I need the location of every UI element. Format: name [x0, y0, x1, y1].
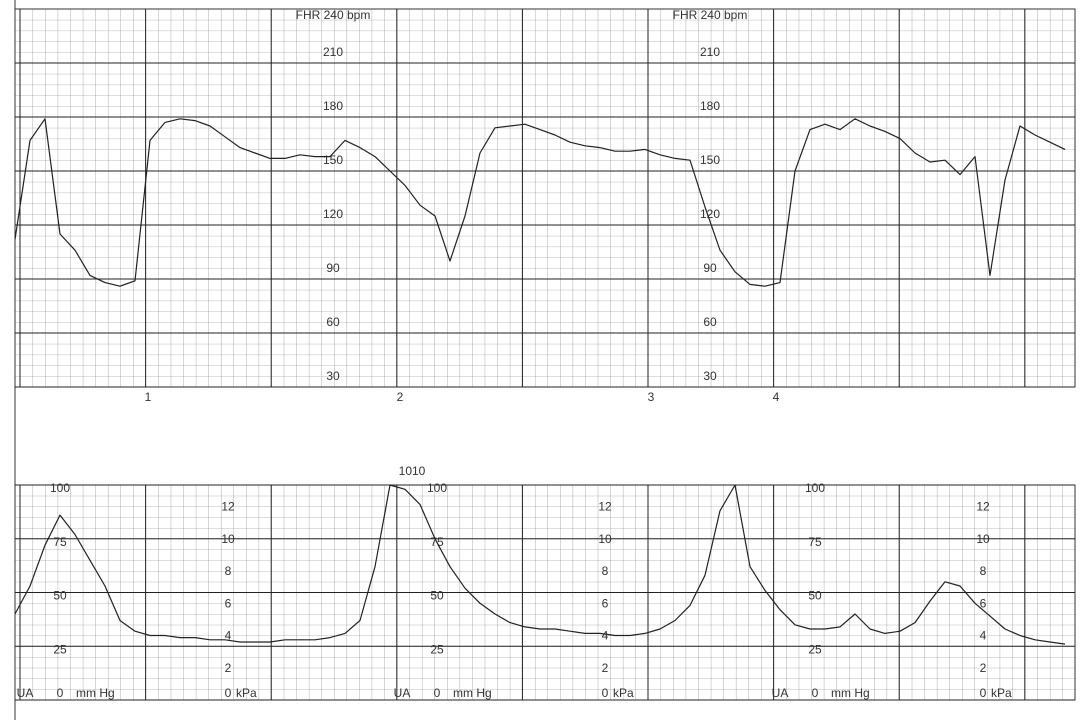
y2-tick-label: 10 — [598, 532, 612, 546]
y2-tick-label: 12 — [598, 500, 612, 514]
y-tick-label: 100 — [50, 481, 70, 495]
y2-tick-label: 2 — [602, 661, 609, 675]
y-axis-label: UA — [17, 686, 34, 700]
y-tick-label: 60 — [326, 315, 340, 329]
y-tick-label: 150 — [323, 153, 343, 167]
y-axis-unit: mm Hg — [453, 686, 492, 700]
y-tick-label: 180 — [323, 99, 343, 113]
event-marker: 2 — [397, 390, 404, 404]
y2-tick-label: 6 — [225, 596, 232, 610]
y-tick-label: 50 — [53, 589, 67, 603]
y-tick-label: 25 — [430, 642, 444, 656]
y2-tick-label: 0 — [225, 686, 232, 700]
y-axis-label: UA — [394, 686, 411, 700]
minor-grid — [14, 8, 1076, 388]
y-tick-label: 25 — [808, 642, 822, 656]
y2-tick-label: 0 — [602, 686, 609, 700]
y-tick-label: 50 — [808, 589, 822, 603]
y2-tick-label: 4 — [602, 629, 609, 643]
y2-tick-label: 4 — [225, 629, 232, 643]
y2-tick-label: 10 — [976, 532, 990, 546]
y-tick-label: 210 — [700, 45, 720, 59]
y-tick-label: 150 — [700, 153, 720, 167]
y-tick-label: 100 — [427, 481, 447, 495]
y2-tick-label: 8 — [225, 564, 232, 578]
y2-tick-label: 12 — [221, 500, 235, 514]
y-axis-label: UA — [772, 686, 789, 700]
y2-tick-label: 2 — [225, 661, 232, 675]
y-axis-unit: mm Hg — [831, 686, 870, 700]
y-tick-label: 90 — [703, 261, 717, 275]
trace-line — [14, 484, 1066, 645]
y-tick-label: 180 — [700, 99, 720, 113]
y2-tick-label: 8 — [602, 564, 609, 578]
y2-tick-label: 4 — [980, 629, 987, 643]
y-tick-label: 30 — [703, 369, 717, 383]
annotation: 1010 — [399, 464, 426, 478]
trace-line — [14, 118, 1066, 287]
y2-tick-label: 10 — [221, 532, 235, 546]
event-marker: 3 — [648, 390, 655, 404]
y-tick-label: 0 — [434, 686, 441, 700]
y2-tick-label: 8 — [980, 564, 987, 578]
y-tick-label: 120 — [700, 207, 720, 221]
y-tick-label: 0 — [812, 686, 819, 700]
y2-tick-label: 2 — [980, 661, 987, 675]
y-tick-label: 100 — [805, 481, 825, 495]
y-tick-label: 120 — [323, 207, 343, 221]
y2-tick-label: 6 — [602, 596, 609, 610]
y-tick-label: 0 — [57, 686, 64, 700]
y2-tick-label: 6 — [980, 596, 987, 610]
y-tick-label: 60 — [703, 315, 717, 329]
y2-tick-label: 12 — [976, 500, 990, 514]
chart-title: FHR 240 bpm — [673, 8, 748, 22]
y-tick-label: 50 — [430, 589, 444, 603]
y-tick-label: 75 — [53, 535, 67, 549]
y2-tick-label: 0 — [980, 686, 987, 700]
event-marker: 4 — [773, 390, 780, 404]
event-marker: 1 — [145, 390, 152, 404]
y-tick-label: 25 — [53, 642, 67, 656]
y2-axis-label: kPa — [991, 686, 1012, 700]
y-axis-unit: mm Hg — [76, 686, 115, 700]
y-tick-label: 30 — [326, 369, 340, 383]
y-tick-label: 210 — [323, 45, 343, 59]
chart-title: FHR 240 bpm — [296, 8, 371, 22]
y-tick-label: 75 — [808, 535, 822, 549]
y2-axis-label: kPa — [613, 686, 634, 700]
y-tick-label: 90 — [326, 261, 340, 275]
y2-axis-label: kPa — [236, 686, 257, 700]
